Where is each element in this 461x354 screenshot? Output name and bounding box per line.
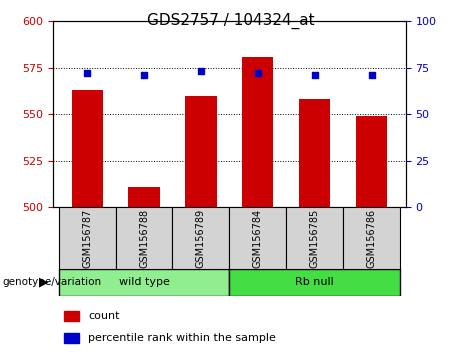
- Bar: [299, 99, 331, 207]
- Text: ▶: ▶: [39, 276, 48, 289]
- Bar: [343, 207, 400, 269]
- Text: GSM156785: GSM156785: [310, 209, 319, 268]
- Bar: [116, 207, 172, 269]
- Text: Rb null: Rb null: [296, 277, 334, 287]
- Text: GDS2757 / 104324_at: GDS2757 / 104324_at: [147, 12, 314, 29]
- Text: GSM156788: GSM156788: [139, 209, 149, 268]
- Bar: [230, 207, 286, 269]
- Bar: [59, 269, 230, 296]
- Point: [197, 69, 205, 74]
- Bar: [172, 207, 230, 269]
- Bar: [286, 207, 343, 269]
- Bar: [242, 57, 273, 207]
- Point: [83, 70, 91, 76]
- Bar: [356, 116, 387, 207]
- Bar: [59, 207, 116, 269]
- Bar: [64, 311, 79, 321]
- Text: GSM156789: GSM156789: [196, 209, 206, 268]
- Point: [368, 72, 375, 78]
- Bar: [71, 90, 103, 207]
- Text: wild type: wild type: [118, 277, 170, 287]
- Bar: [230, 269, 400, 296]
- Text: percentile rank within the sample: percentile rank within the sample: [89, 332, 276, 343]
- Text: GSM156786: GSM156786: [366, 209, 377, 268]
- Point: [311, 72, 319, 78]
- Bar: [128, 187, 160, 207]
- Bar: [185, 96, 217, 207]
- Bar: [64, 332, 79, 343]
- Point: [140, 72, 148, 78]
- Text: genotype/variation: genotype/variation: [2, 277, 101, 287]
- Text: GSM156787: GSM156787: [82, 209, 92, 268]
- Point: [254, 70, 261, 76]
- Text: GSM156784: GSM156784: [253, 209, 263, 268]
- Text: count: count: [89, 311, 120, 321]
